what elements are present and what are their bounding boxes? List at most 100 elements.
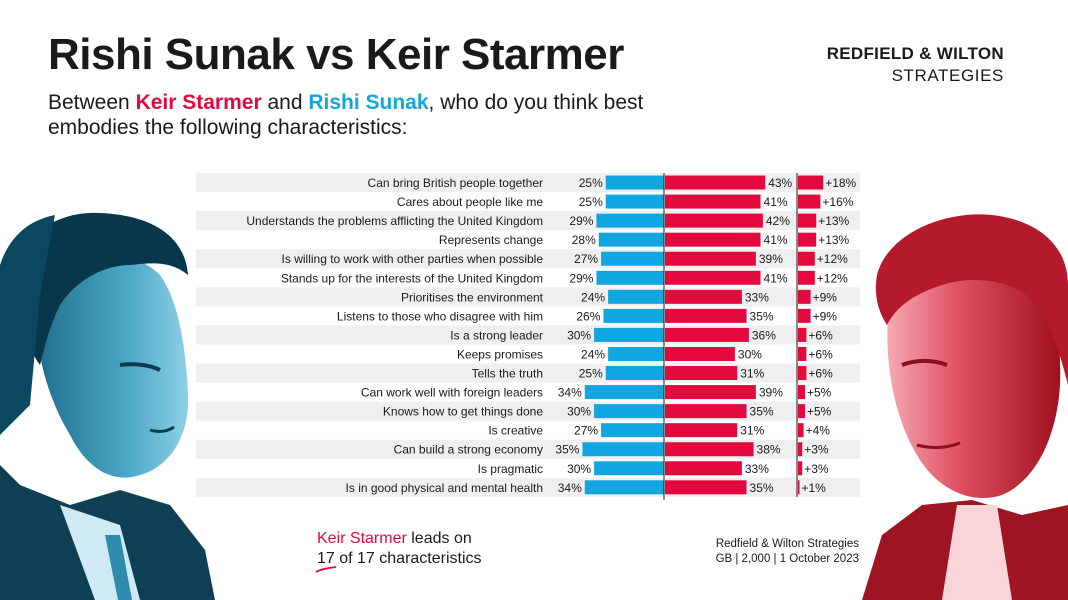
lead-label: +9% xyxy=(813,309,838,323)
value-label-sunak: 25% xyxy=(579,176,603,190)
subtitle-text: , who do you think best embodies the fol… xyxy=(48,91,644,139)
bar-sunak xyxy=(605,194,664,209)
lead-label: +13% xyxy=(818,233,849,247)
bar-sunak xyxy=(605,366,664,381)
bar-lead xyxy=(798,442,803,457)
value-label-starmer: 41% xyxy=(764,271,788,285)
bar-starmer xyxy=(665,175,766,190)
summary-count: 17 xyxy=(315,549,337,573)
category-label: Knows how to get things done xyxy=(383,405,543,419)
bar-starmer xyxy=(665,346,735,361)
category-label: Is willing to work with other parties wh… xyxy=(282,252,544,266)
value-label-starmer: 36% xyxy=(752,328,776,342)
brand-logo: REDFIELD & WILTON STRATEGIES xyxy=(827,44,1004,86)
value-label-starmer: 39% xyxy=(759,252,783,266)
value-label-starmer: 33% xyxy=(745,290,769,304)
bar-starmer xyxy=(665,194,761,209)
source-line-2: GB | 2,000 | 1 October 2023 xyxy=(715,553,859,565)
value-label-sunak: 30% xyxy=(567,462,591,476)
bar-lead xyxy=(798,327,807,342)
page-subtitle: Between Keir Starmer and Rishi Sunak, wh… xyxy=(48,90,668,140)
bar-sunak xyxy=(608,289,664,304)
lead-label: +1% xyxy=(802,481,827,495)
value-label-sunak: 34% xyxy=(558,481,582,495)
value-label-sunak: 25% xyxy=(579,367,603,381)
category-label: Prioritises the environment xyxy=(401,290,544,304)
lead-label: +12% xyxy=(817,252,848,266)
value-label-sunak: 30% xyxy=(567,328,591,342)
lead-label: +4% xyxy=(806,424,831,438)
bar-sunak xyxy=(598,232,664,247)
category-label: Can work well with foreign leaders xyxy=(361,386,543,400)
source-line-1: Redfield & Wilton Strategies xyxy=(715,538,859,550)
lead-label: +6% xyxy=(808,328,833,342)
value-label-starmer: 39% xyxy=(759,386,783,400)
bar-lead xyxy=(798,385,805,400)
lead-label: +18% xyxy=(825,176,856,190)
bar-lead xyxy=(798,194,821,209)
value-label-starmer: 31% xyxy=(740,424,764,438)
bar-lead xyxy=(798,346,807,361)
value-label-starmer: 31% xyxy=(740,367,764,381)
value-label-sunak: 30% xyxy=(567,405,591,419)
bar-starmer xyxy=(665,404,747,419)
category-label: Can build a strong economy xyxy=(394,443,543,457)
lead-label: +9% xyxy=(813,290,838,304)
summary-text: Keir Starmer leads on 17 of 17 character… xyxy=(315,529,482,573)
value-label-sunak: 28% xyxy=(572,233,596,247)
category-label: Can bring British people together xyxy=(368,176,543,190)
value-label-starmer: 33% xyxy=(745,462,769,476)
summary-count-value: 17 xyxy=(317,550,335,567)
bar-lead xyxy=(798,423,804,438)
category-label: Listens to those who disagree with him xyxy=(337,309,543,323)
bar-lead xyxy=(798,213,817,228)
value-label-sunak: 24% xyxy=(581,347,605,361)
bar-sunak xyxy=(596,270,664,285)
value-label-sunak: 34% xyxy=(558,386,582,400)
subtitle-text: and xyxy=(261,91,309,114)
bar-lead xyxy=(798,308,811,323)
value-label-starmer: 35% xyxy=(750,309,774,323)
summary-leads: leads on xyxy=(406,530,472,547)
bar-sunak xyxy=(594,404,664,419)
bar-sunak xyxy=(594,461,664,476)
lead-label: +13% xyxy=(818,214,849,228)
bar-sunak xyxy=(584,480,664,495)
subtitle-text: Between xyxy=(48,91,136,114)
summary-leader: Keir Starmer xyxy=(317,530,407,547)
lead-label: +3% xyxy=(804,443,829,457)
bar-sunak xyxy=(605,175,664,190)
value-label-sunak: 29% xyxy=(569,271,593,285)
bar-starmer xyxy=(665,289,742,304)
lead-label: +16% xyxy=(822,195,853,209)
subtitle-starmer: Keir Starmer xyxy=(135,91,262,114)
bar-lead xyxy=(798,404,805,419)
starmer-portrait xyxy=(862,214,1068,600)
bar-starmer xyxy=(665,442,754,457)
bar-starmer xyxy=(665,385,756,400)
bar-lead xyxy=(798,251,815,266)
value-label-starmer: 35% xyxy=(750,481,774,495)
bar-sunak xyxy=(603,308,664,323)
category-label: Keeps promises xyxy=(457,347,543,361)
value-label-starmer: 38% xyxy=(757,443,781,457)
bar-sunak xyxy=(601,423,664,438)
value-label-sunak: 35% xyxy=(555,443,579,457)
bar-lead xyxy=(798,232,817,247)
summary-count-rest: of 17 characteristics xyxy=(334,550,482,567)
subtitle-sunak: Rishi Sunak xyxy=(308,91,429,114)
bar-starmer xyxy=(665,308,747,323)
category-label: Stands up for the interests of the Unite… xyxy=(281,271,543,285)
category-label: Tells the truth xyxy=(472,367,543,381)
bar-sunak xyxy=(608,346,664,361)
bar-starmer xyxy=(665,423,738,438)
category-label: Understands the problems afflicting the … xyxy=(246,214,543,228)
page-title: Rishi Sunak vs Keir Starmer xyxy=(48,30,624,79)
bar-starmer xyxy=(665,366,738,381)
bar-lead xyxy=(798,480,800,495)
value-label-starmer: 42% xyxy=(766,214,790,228)
value-label-starmer: 30% xyxy=(738,347,762,361)
bar-sunak xyxy=(594,327,664,342)
value-label-sunak: 26% xyxy=(576,309,600,323)
